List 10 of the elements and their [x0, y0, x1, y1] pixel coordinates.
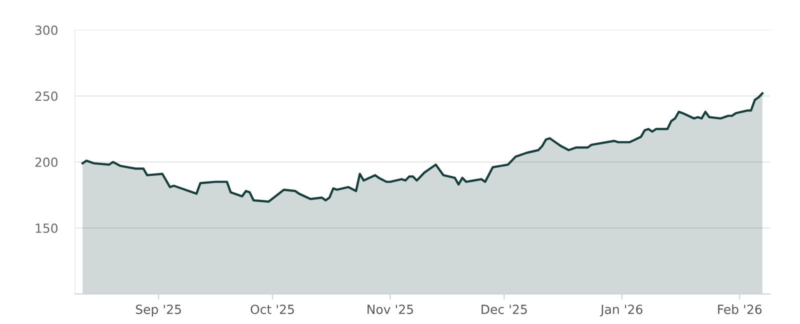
x-tick-label: Dec '25 — [482, 304, 527, 314]
y-tick-label: 200 — [35, 157, 58, 167]
x-tick-label: Oct '25 — [250, 304, 294, 314]
y-tick-label: 300 — [35, 25, 58, 35]
x-tick-label: Feb '26 — [718, 304, 762, 314]
y-tick-label: 250 — [35, 91, 58, 101]
x-tick-label: Sep '25 — [136, 304, 181, 317]
x-tick-label: Nov '25 — [368, 304, 413, 314]
y-tick-label: 150 — [36, 223, 58, 233]
x-tick-label: Jan '26 — [600, 304, 642, 316]
